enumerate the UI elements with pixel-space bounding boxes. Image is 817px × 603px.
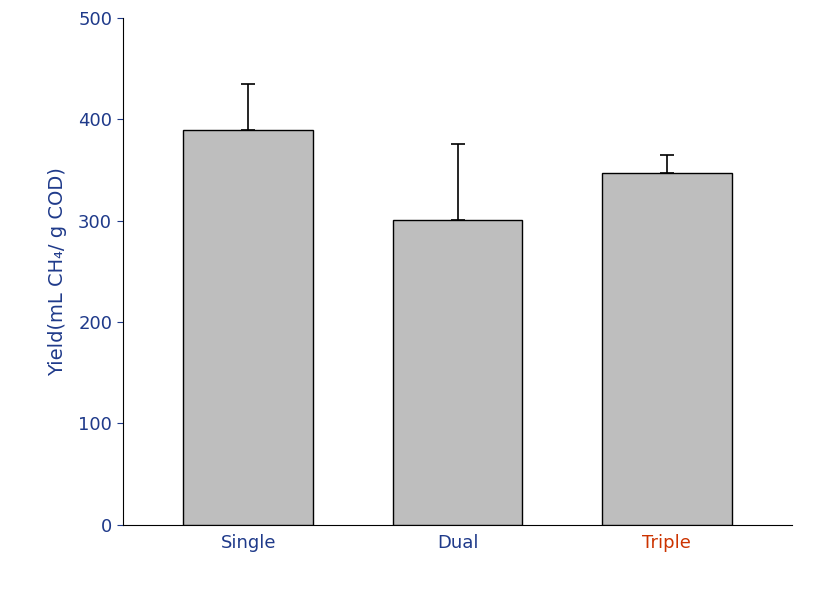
Bar: [393, 219, 522, 525]
Y-axis label: Yield(mL CH₄/ g COD): Yield(mL CH₄/ g COD): [48, 167, 67, 376]
Bar: [183, 130, 313, 525]
Bar: [602, 173, 732, 525]
